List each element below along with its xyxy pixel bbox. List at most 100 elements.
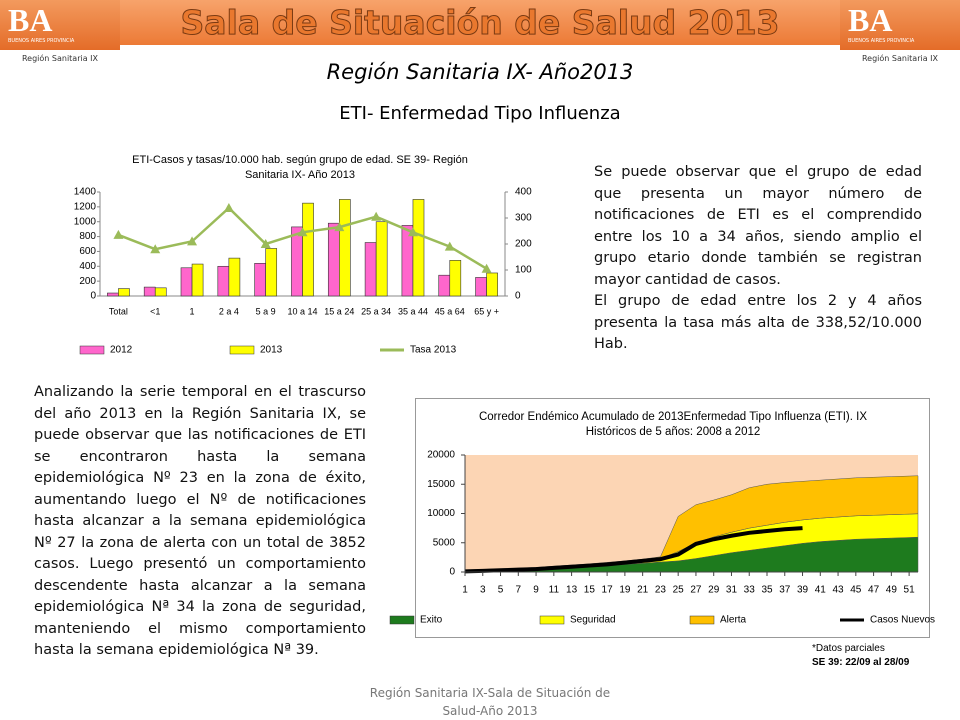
y2-tick-label: 0 bbox=[515, 291, 521, 302]
x-tick-label: 13 bbox=[566, 585, 578, 596]
x-tick-label: 11 bbox=[549, 585, 560, 596]
x-tick-label: 5 a 9 bbox=[256, 306, 276, 316]
bar bbox=[228, 257, 241, 297]
bar bbox=[302, 202, 314, 297]
bar bbox=[154, 287, 167, 297]
bar bbox=[118, 288, 130, 297]
x-tick-label: 47 bbox=[868, 585, 880, 596]
legend-swatch bbox=[389, 615, 415, 625]
x-tick-label: 1 bbox=[190, 306, 195, 316]
x-tick-label: <1 bbox=[150, 306, 160, 316]
bar bbox=[339, 199, 351, 297]
x-tick-label: 45 bbox=[850, 585, 862, 596]
title: Sala de Situación de Salud 2013 bbox=[180, 3, 780, 43]
bar bbox=[327, 222, 340, 297]
bar bbox=[254, 263, 266, 297]
right-text: Se puede observar que el grupo de edad q… bbox=[594, 162, 922, 356]
footer: Región Sanitaria IX-Sala de Situación de… bbox=[369, 686, 611, 718]
x-tick-label: 37 bbox=[779, 585, 791, 596]
logo: BA BUENOS AIRES PROVINCIA Región Sanitaria… bbox=[0, 0, 120, 68]
x-tick-label: 3 bbox=[480, 585, 486, 596]
logo-sub: BUENOS AIRES PROVINCIA bbox=[848, 38, 915, 44]
paragraph: Se puede observar que el grupo de edad q… bbox=[594, 164, 922, 288]
x-tick-label: 33 bbox=[744, 585, 756, 596]
legend-label: 2013 bbox=[260, 345, 283, 356]
note-line: SE 39: 22/09 al 28/09 bbox=[812, 657, 910, 668]
y2-tick-label: 200 bbox=[515, 239, 532, 250]
marker bbox=[113, 229, 124, 239]
heading: ETI- Enfermedad Tipo Influenza bbox=[339, 103, 621, 124]
y2-tick-label: 100 bbox=[515, 265, 532, 276]
marker bbox=[297, 227, 308, 237]
bar bbox=[265, 248, 278, 297]
y2-tick-label: 400 bbox=[515, 187, 532, 198]
x-tick-label: 51 bbox=[904, 585, 916, 596]
x-tick-label: 31 bbox=[726, 585, 738, 596]
marker bbox=[407, 227, 418, 237]
bar bbox=[217, 265, 230, 297]
x-tick-label: 17 bbox=[602, 585, 614, 596]
bar bbox=[364, 242, 377, 297]
marker bbox=[371, 211, 382, 221]
y2-tick-label: 300 bbox=[515, 213, 532, 224]
logo-region: Región Sanitaria IX bbox=[861, 54, 939, 63]
x-tick-label: 29 bbox=[708, 585, 720, 596]
bar bbox=[475, 277, 487, 297]
x-tick-label: 27 bbox=[690, 585, 702, 596]
y-tick-label: 0 bbox=[449, 567, 455, 578]
logo: BA BUENOS AIRES PROVINCIA Región Sanitaria… bbox=[840, 0, 960, 68]
bar bbox=[143, 286, 156, 297]
bar bbox=[375, 221, 388, 297]
bar bbox=[291, 226, 303, 297]
logo-region: Región Sanitaria IX bbox=[21, 54, 99, 63]
marker bbox=[260, 239, 271, 248]
bar bbox=[412, 199, 425, 297]
y-tick-label: 800 bbox=[79, 231, 96, 242]
note-line: *Datos parciales bbox=[812, 643, 885, 654]
x-tick-label: 1 bbox=[462, 585, 468, 596]
y-tick-label: 1000 bbox=[74, 216, 97, 227]
y-tick-label: 15000 bbox=[427, 479, 455, 490]
x-tick-label: 15 bbox=[584, 585, 596, 596]
legend-swatch bbox=[79, 345, 105, 355]
x-tick-label: 35 bbox=[761, 585, 773, 596]
marker bbox=[334, 222, 345, 232]
x-tick-label: 65 y + bbox=[474, 306, 499, 316]
chart-title: Corredor Endémico Acumulado de 2013Enfer… bbox=[478, 411, 868, 438]
subtitle: Región Sanitaria IX- Año2013 bbox=[326, 60, 634, 84]
y-tick-label: 1400 bbox=[74, 187, 97, 198]
marker bbox=[444, 241, 455, 251]
x-tick-label: 19 bbox=[619, 585, 631, 596]
legend-swatch bbox=[539, 615, 565, 625]
legend-label: Casos Nuevos bbox=[870, 615, 935, 626]
y-tick-label: 20000 bbox=[427, 450, 455, 461]
legend-label: 2012 bbox=[110, 345, 133, 356]
bar bbox=[449, 260, 462, 297]
marker bbox=[481, 263, 492, 273]
left-text: Analizando la serie temporal en el trasc… bbox=[34, 384, 366, 658]
x-tick-label: 25 bbox=[673, 585, 685, 596]
logo-text: BA bbox=[8, 2, 53, 38]
x-tick-label: Total bbox=[109, 306, 128, 316]
y-tick-label: 400 bbox=[79, 261, 96, 272]
x-tick-label: 49 bbox=[886, 585, 898, 596]
logo-sub: BUENOS AIRES PROVINCIA bbox=[8, 38, 75, 44]
x-tick-label: 10 a 14 bbox=[287, 306, 317, 316]
x-tick-label: 15 a 24 bbox=[324, 306, 354, 316]
x-tick-label: 35 a 44 bbox=[398, 306, 428, 316]
bar bbox=[107, 292, 119, 297]
x-tick-label: 39 bbox=[797, 585, 809, 596]
note: *Datos parciales SE 39: 22/09 al 28/09 bbox=[812, 642, 909, 670]
legend-swatch bbox=[229, 345, 255, 355]
x-tick-label: 45 a 64 bbox=[435, 306, 465, 316]
x-tick-label: 7 bbox=[516, 585, 522, 596]
legend-swatch bbox=[689, 615, 715, 625]
marker bbox=[150, 244, 161, 254]
bar bbox=[438, 274, 451, 297]
legend-label: Seguridad bbox=[570, 615, 616, 626]
y-tick-label: 10000 bbox=[427, 508, 455, 519]
x-tick-label: 25 a 34 bbox=[361, 306, 391, 316]
x-tick-label: 41 bbox=[815, 585, 827, 596]
